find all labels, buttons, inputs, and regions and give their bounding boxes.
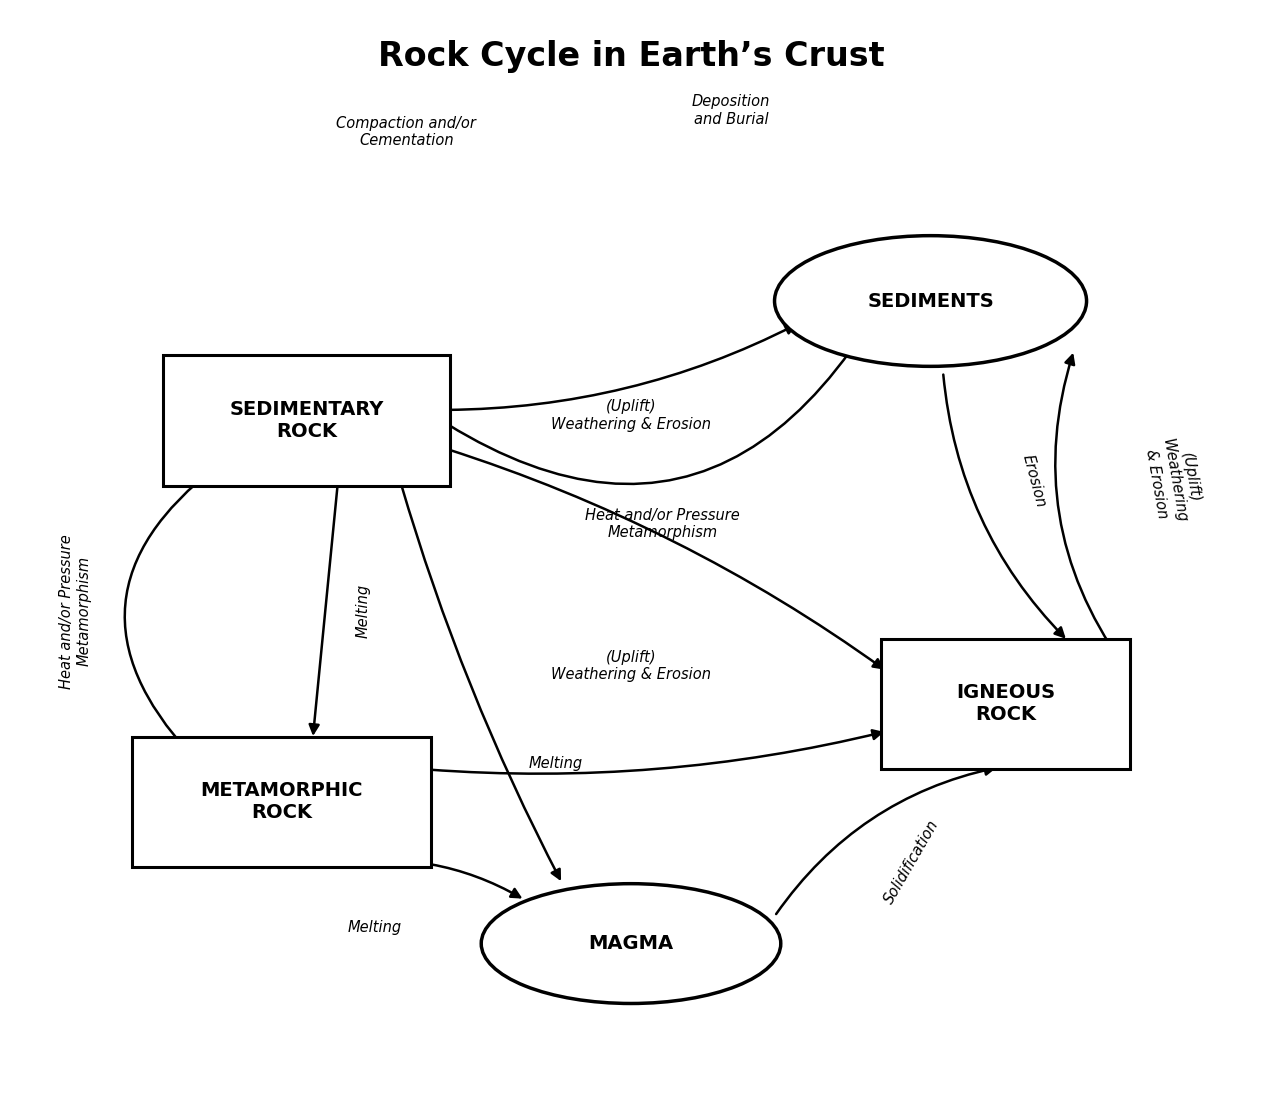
Ellipse shape: [481, 884, 781, 1004]
Text: Solidification: Solidification: [882, 817, 941, 907]
Text: Melting: Melting: [529, 757, 583, 771]
Text: Heat and/or Pressure
Metamorphism: Heat and/or Pressure Metamorphism: [59, 534, 92, 688]
Text: Heat and/or Pressure
Metamorphism: Heat and/or Pressure Metamorphism: [584, 508, 740, 540]
Text: (Uplift)
Weathering & Erosion: (Uplift) Weathering & Erosion: [551, 399, 711, 431]
Text: Compaction and/or
Cementation: Compaction and/or Cementation: [337, 116, 476, 149]
Text: (Uplift)
Weathering & Erosion: (Uplift) Weathering & Erosion: [551, 650, 711, 682]
Ellipse shape: [775, 236, 1087, 366]
FancyBboxPatch shape: [163, 355, 451, 486]
Text: SEDIMENTARY
ROCK: SEDIMENTARY ROCK: [230, 400, 384, 441]
Text: Melting: Melting: [348, 920, 403, 934]
Text: SEDIMENTS: SEDIMENTS: [867, 291, 994, 311]
Text: Erosion: Erosion: [1020, 452, 1049, 508]
FancyBboxPatch shape: [131, 737, 432, 867]
Text: MAGMA: MAGMA: [588, 934, 674, 953]
FancyBboxPatch shape: [881, 639, 1131, 769]
Text: Rock Cycle in Earth’s Crust: Rock Cycle in Earth’s Crust: [377, 40, 885, 73]
Text: Deposition
and Burial: Deposition and Burial: [692, 94, 770, 127]
Text: (Uplift)
Weathering
& Erosion: (Uplift) Weathering & Erosion: [1142, 435, 1205, 527]
Text: METAMORPHIC
ROCK: METAMORPHIC ROCK: [201, 782, 362, 823]
Text: Melting: Melting: [355, 585, 370, 639]
Text: IGNEOUS
ROCK: IGNEOUS ROCK: [955, 684, 1055, 725]
